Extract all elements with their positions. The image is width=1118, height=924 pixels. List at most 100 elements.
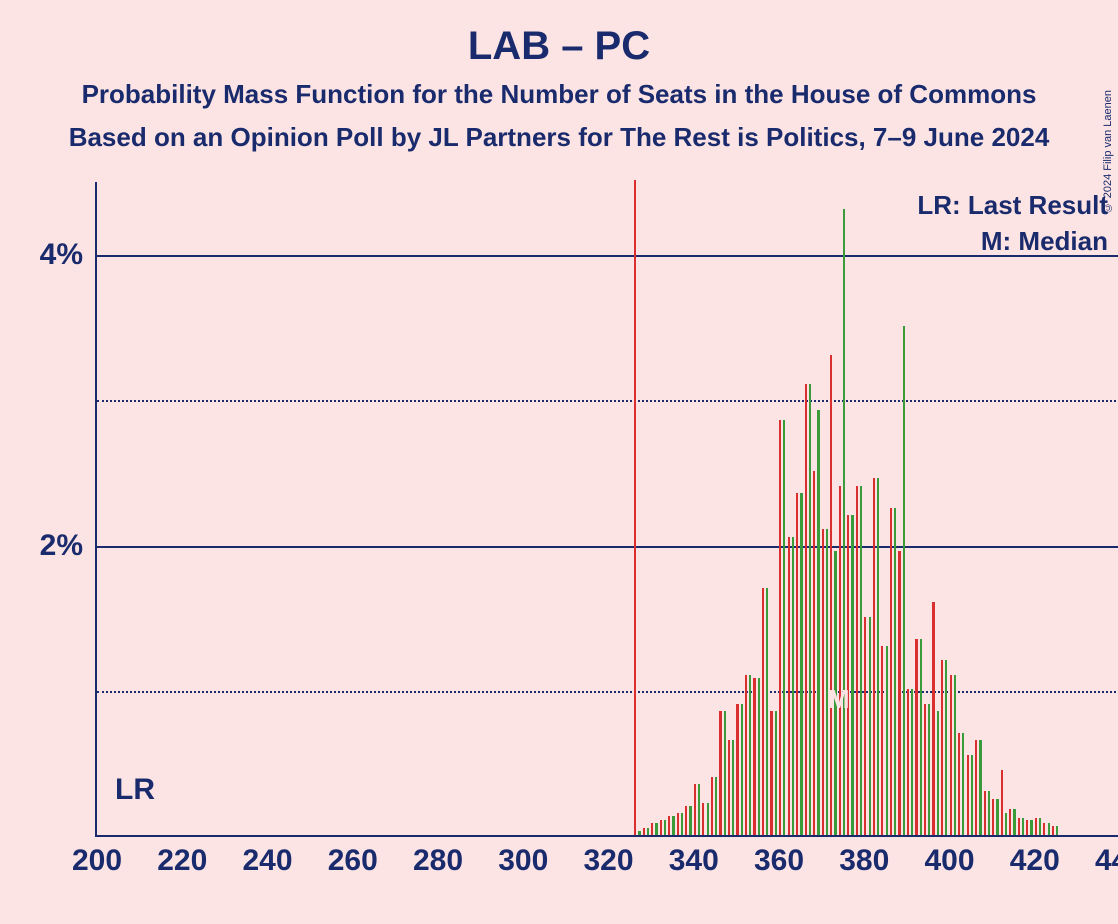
pmf-bar bbox=[694, 784, 696, 835]
pmf-bar bbox=[920, 639, 922, 836]
x-axis-label: 240 bbox=[242, 844, 292, 878]
pmf-bar bbox=[660, 820, 662, 835]
median-label: M bbox=[828, 684, 850, 715]
pmf-bar bbox=[732, 740, 734, 835]
pmf-bar bbox=[924, 704, 926, 835]
pmf-bar bbox=[971, 755, 973, 835]
pmf-bar bbox=[890, 508, 892, 836]
pmf-bar bbox=[826, 529, 828, 835]
x-axis-label: 200 bbox=[72, 844, 122, 878]
pmf-bar bbox=[783, 420, 785, 835]
pmf-bar bbox=[950, 675, 952, 835]
pmf-bar bbox=[869, 617, 871, 835]
pmf-bar bbox=[941, 660, 943, 835]
pmf-bar bbox=[894, 508, 896, 836]
pmf-bar bbox=[1022, 818, 1024, 835]
pmf-bar bbox=[954, 675, 956, 835]
pmf-bar bbox=[937, 711, 939, 835]
plot-box: 2%4%200220240260280300320340360380400420… bbox=[95, 182, 1118, 837]
pmf-bar bbox=[758, 678, 760, 835]
pmf-bar bbox=[813, 471, 815, 835]
y-axis-label: 4% bbox=[40, 238, 83, 272]
pmf-bar bbox=[915, 639, 917, 836]
pmf-bar bbox=[903, 326, 905, 835]
pmf-bar bbox=[668, 816, 670, 835]
x-axis-label: 340 bbox=[669, 844, 719, 878]
pmf-bar bbox=[856, 486, 858, 835]
pmf-bar bbox=[988, 791, 990, 835]
pmf-bar bbox=[979, 740, 981, 835]
pmf-bar bbox=[689, 806, 691, 835]
chart-title: LAB – PC bbox=[0, 0, 1118, 69]
pmf-bar bbox=[911, 689, 913, 835]
pmf-bar bbox=[992, 799, 994, 835]
pmf-bar bbox=[796, 493, 798, 835]
pmf-bar bbox=[736, 704, 738, 835]
pmf-bar bbox=[817, 410, 819, 835]
pmf-bar bbox=[864, 617, 866, 835]
pmf-bar bbox=[702, 803, 704, 835]
pmf-bar bbox=[779, 420, 781, 835]
pmf-bar bbox=[809, 384, 811, 835]
pmf-bar bbox=[770, 711, 772, 835]
pmf-bar bbox=[724, 711, 726, 835]
pmf-bar bbox=[1056, 826, 1058, 835]
pmf-bar bbox=[711, 777, 713, 835]
legend-median: M: Median bbox=[981, 226, 1108, 257]
y-axis-label: 2% bbox=[40, 529, 83, 563]
pmf-bar bbox=[1039, 818, 1041, 835]
pmf-bar bbox=[766, 588, 768, 835]
gridline-minor bbox=[97, 400, 1118, 402]
pmf-bar bbox=[677, 813, 679, 835]
pmf-bar bbox=[643, 828, 645, 835]
last-result-line bbox=[634, 180, 636, 835]
pmf-bar bbox=[651, 823, 653, 835]
pmf-bar bbox=[945, 660, 947, 835]
chart-subtitle-1: Probability Mass Function for the Number… bbox=[0, 79, 1118, 110]
x-axis-label: 220 bbox=[157, 844, 207, 878]
pmf-bar bbox=[647, 828, 649, 835]
x-axis-label: 380 bbox=[839, 844, 889, 878]
lr-label: LR bbox=[115, 773, 155, 807]
pmf-bar bbox=[800, 493, 802, 835]
pmf-bar bbox=[1043, 823, 1045, 835]
pmf-bar bbox=[860, 486, 862, 835]
x-axis-label: 360 bbox=[754, 844, 804, 878]
x-axis-label: 320 bbox=[583, 844, 633, 878]
pmf-bar bbox=[886, 646, 888, 835]
legend-lr: LR: Last Result bbox=[917, 190, 1108, 221]
pmf-bar bbox=[638, 831, 640, 835]
pmf-bar bbox=[984, 791, 986, 835]
pmf-bar bbox=[1030, 820, 1032, 835]
x-axis-label: 280 bbox=[413, 844, 463, 878]
pmf-bar bbox=[741, 704, 743, 835]
pmf-bar bbox=[681, 813, 683, 835]
pmf-bar bbox=[881, 646, 883, 835]
pmf-bar bbox=[1013, 809, 1015, 835]
x-axis-label: 300 bbox=[498, 844, 548, 878]
pmf-bar bbox=[928, 704, 930, 835]
x-axis-label: 260 bbox=[328, 844, 378, 878]
pmf-bar bbox=[792, 537, 794, 835]
pmf-bar bbox=[843, 209, 845, 835]
pmf-bar bbox=[745, 675, 747, 835]
pmf-bar bbox=[1009, 809, 1011, 835]
pmf-bar bbox=[728, 740, 730, 835]
pmf-bar bbox=[898, 551, 900, 835]
pmf-bar bbox=[877, 478, 879, 835]
pmf-bar bbox=[707, 803, 709, 835]
pmf-bar bbox=[958, 733, 960, 835]
pmf-bar bbox=[1052, 826, 1054, 835]
gridline-major bbox=[97, 546, 1118, 548]
pmf-bar bbox=[655, 823, 657, 835]
pmf-bar bbox=[907, 689, 909, 835]
pmf-bar bbox=[1035, 818, 1037, 835]
chart-plot-area: 2%4%200220240260280300320340360380400420… bbox=[95, 182, 1118, 837]
pmf-bar bbox=[719, 711, 721, 835]
pmf-bar bbox=[822, 529, 824, 835]
pmf-bar bbox=[1005, 813, 1007, 835]
pmf-bar bbox=[1026, 820, 1028, 835]
pmf-bar bbox=[775, 711, 777, 835]
pmf-bar bbox=[996, 799, 998, 835]
x-axis-label: 440 bbox=[1095, 844, 1118, 878]
